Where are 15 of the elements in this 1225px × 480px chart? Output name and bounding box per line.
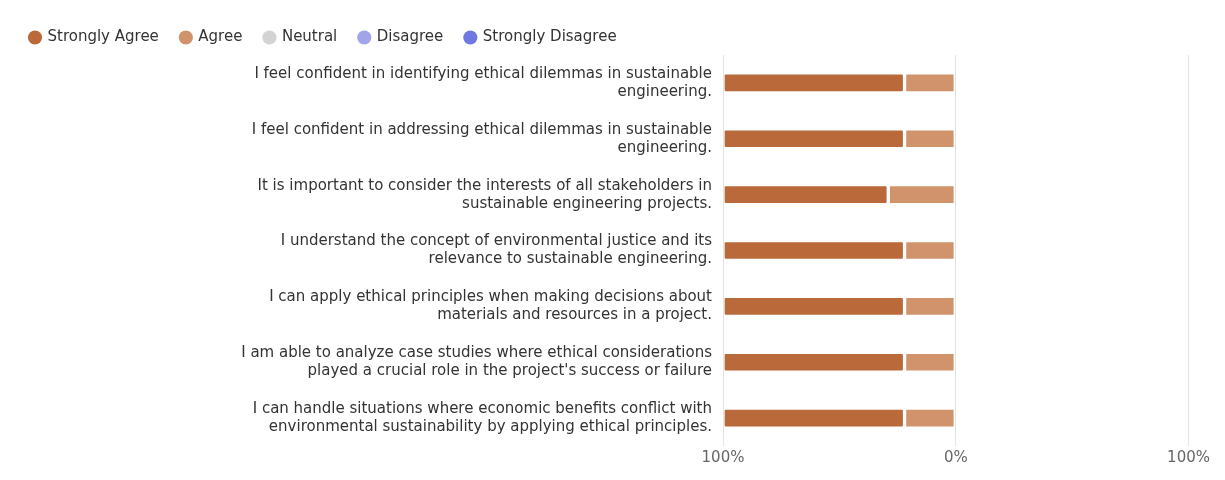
x-tick-label: 100% <box>1167 447 1210 466</box>
legend-label: Disagree <box>376 27 444 46</box>
y-tick-label: I feel confident in addressing ethical dilemmas in sustainable engineering. <box>251 119 712 156</box>
y-tick-label: It is important to consider the interests of all stakeholders in sustainable engineering projects. <box>257 175 712 212</box>
y-tick-label: I can apply ethical principles when making decisions about materials and resources in a project. <box>269 287 713 324</box>
y-tick-label: I can handle situations where economic benefits conflict with environmental sustainability by applying ethical principles. <box>252 398 712 435</box>
x-tick-label: 0% <box>943 447 968 466</box>
legend-label: Strongly Agree <box>47 27 159 46</box>
y-tick-label: I understand the concept of environmental justice and its relevance to sustainable engineering. <box>280 231 713 268</box>
x-tick-label: 100% <box>701 447 745 466</box>
legend-label: Agree <box>198 27 243 46</box>
y-tick-label: I am able to analyze case studies where ethical considerations played a crucial role in the project's success or failure <box>241 343 713 380</box>
legend-label: Strongly Disagree <box>482 27 617 46</box>
legend-label: Neutral <box>281 27 338 46</box>
y-tick-label: I feel confident in identifying ethical dilemmas in sustainable engineering. <box>254 63 712 100</box>
